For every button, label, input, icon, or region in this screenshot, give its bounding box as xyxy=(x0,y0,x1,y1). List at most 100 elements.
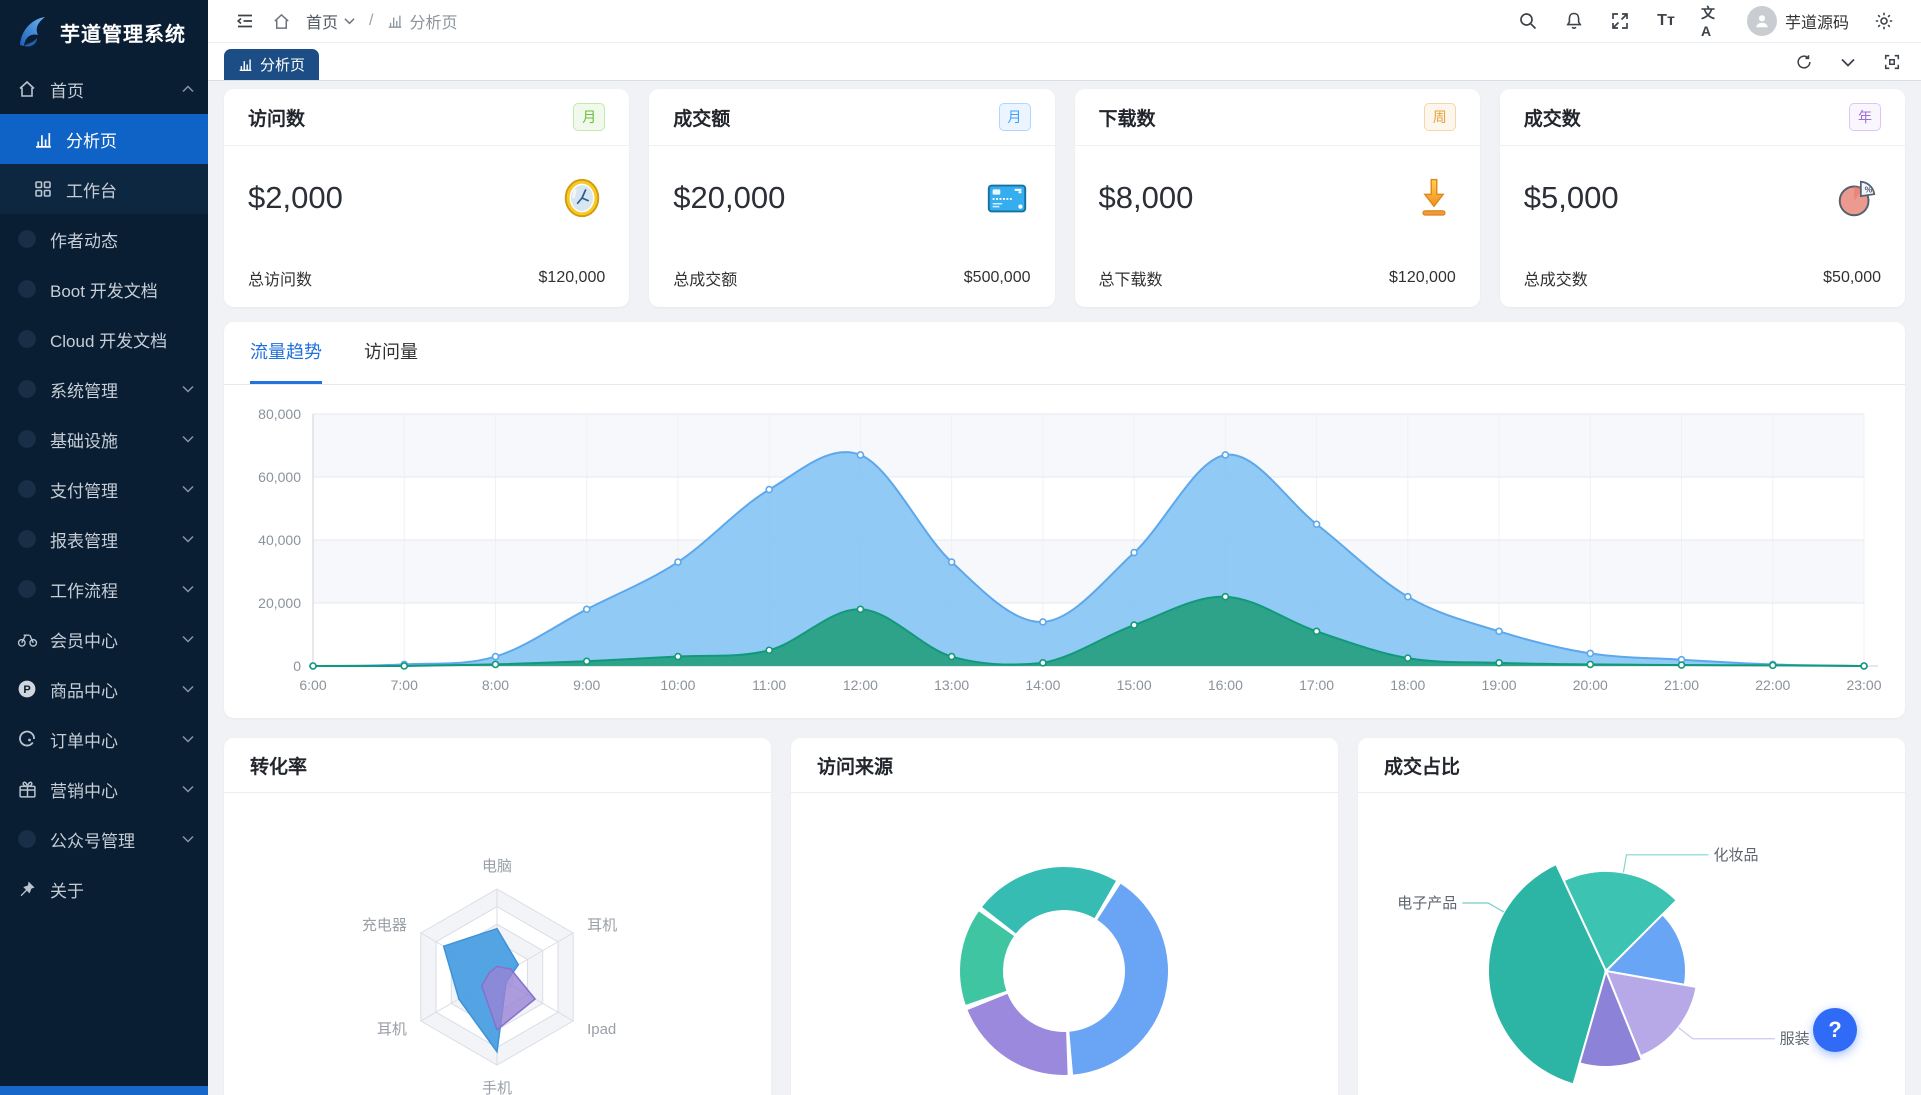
breadcrumb-home[interactable]: 首页 xyxy=(306,9,355,33)
chevron-down-icon xyxy=(182,585,194,593)
svg-text:19:00: 19:00 xyxy=(1482,677,1517,693)
svg-text:0: 0 xyxy=(293,658,301,674)
gear-icon[interactable] xyxy=(1873,10,1895,32)
dot-icon xyxy=(14,428,40,450)
tab-analysis[interactable]: 分析页 xyxy=(224,49,320,80)
sidebar-item-7[interactable]: 基础设施 xyxy=(0,414,208,464)
stat-title: 下载数 xyxy=(1098,108,1156,130)
home-icon[interactable] xyxy=(270,10,292,32)
svg-text:13:00: 13:00 xyxy=(934,677,969,693)
sidebar-item-12[interactable]: P 商品中心 xyxy=(0,664,208,714)
chevron-down-icon xyxy=(182,635,194,643)
bar-chart-icon xyxy=(239,59,252,72)
search-icon[interactable] xyxy=(1517,10,1539,32)
dot-icon xyxy=(14,478,40,500)
conversion-panel: 转化率 电脑 耳机 Ipad 手机 耳机 充电器 xyxy=(224,738,771,1095)
chevron-down-icon xyxy=(182,685,194,693)
traffic-trend-card: 流量趋势 访问量 0 20,000 40,000 60,000 80,000 6:00 7:… xyxy=(224,322,1905,718)
period-badge: 年 xyxy=(1849,103,1881,131)
app-logo[interactable]: 芋道管理系统 xyxy=(0,0,208,64)
svg-text:服装: 服装 xyxy=(1780,1031,1810,1048)
dot-icon xyxy=(14,278,40,300)
svg-text:40,000: 40,000 xyxy=(258,532,301,548)
sidebar-item-label: 关于 xyxy=(50,881,84,901)
tabs-bar: 分析页 xyxy=(208,43,1921,81)
sidebar-item-0[interactable]: 首页 xyxy=(0,64,208,114)
sidebar-item-9[interactable]: 报表管理 xyxy=(0,514,208,564)
chevron-down-icon xyxy=(344,18,355,25)
stat-value: $20,000 xyxy=(673,179,786,215)
help-button[interactable]: ? xyxy=(1813,1008,1857,1052)
sidebar-item-14[interactable]: 营销中心 xyxy=(0,764,208,814)
user-name: 芋道源码 xyxy=(1784,15,1849,32)
chevron-down-icon xyxy=(182,735,194,743)
sidebar-item-11[interactable]: 会员中心 xyxy=(0,614,208,664)
chevron-down-icon xyxy=(182,535,194,543)
sidebar-item-label: 订单中心 xyxy=(50,731,118,751)
sidebar-item-label: 支付管理 xyxy=(50,481,118,501)
sidebar-item-3[interactable]: 作者动态 xyxy=(0,214,208,264)
chevron-down-icon[interactable] xyxy=(1837,51,1859,73)
period-badge: 月 xyxy=(998,103,1031,131)
fullscreen-icon[interactable] xyxy=(1609,10,1631,32)
refresh-icon[interactable] xyxy=(1793,51,1815,73)
svg-text:23:00: 23:00 xyxy=(1846,677,1881,693)
svg-text:充电器: 充电器 xyxy=(362,917,407,934)
pie-slice-3 xyxy=(1604,969,1698,1058)
panel-title: 访问来源 xyxy=(817,756,894,778)
sidebar-collapse-strip[interactable] xyxy=(0,1086,208,1095)
stat-cards-row: 访问数 月 $2,000 xyxy=(224,89,1905,307)
radar-series-purple xyxy=(480,965,537,1032)
stat-footer-label: 总成交数 xyxy=(1523,272,1588,289)
main-area: 首页 / 分析页 xyxy=(208,0,1921,1095)
bell-icon[interactable] xyxy=(1563,10,1585,32)
svg-text:手机: 手机 xyxy=(482,1080,512,1095)
maximize-icon[interactable] xyxy=(1881,51,1903,73)
stat-footer-label: 总访问数 xyxy=(248,272,313,289)
translate-icon[interactable]: 文A xyxy=(1700,5,1715,39)
trend-area-green xyxy=(313,596,1864,666)
svg-text:17:00: 17:00 xyxy=(1299,677,1334,693)
sidebar-item-label: 系统管理 xyxy=(50,381,118,401)
pin-icon xyxy=(14,878,40,900)
sidebar-item-4[interactable]: Boot 开发文档 xyxy=(0,264,208,314)
sidebar-item-15[interactable]: 公众号管理 xyxy=(0,814,208,864)
stat-card-turnover: 成交额 月 $20,000 xyxy=(649,89,1055,307)
svg-text:电脑: 电脑 xyxy=(482,858,512,875)
donut-segment-1 xyxy=(1069,883,1168,1075)
sidebar-item-8[interactable]: 支付管理 xyxy=(0,464,208,514)
grid-icon xyxy=(30,178,56,200)
period-badge: 周 xyxy=(1423,103,1456,131)
sidebar-item-13[interactable]: 订单中心 xyxy=(0,714,208,764)
sidebar-item-label: Cloud 开发文档 xyxy=(50,331,168,351)
tab-visit-volume[interactable]: 访问量 xyxy=(364,342,418,362)
sidebar-item-5[interactable]: Cloud 开发文档 xyxy=(0,314,208,364)
svg-text:21:00: 21:00 xyxy=(1664,677,1699,693)
font-size-icon[interactable]: Tт xyxy=(1657,12,1675,29)
product-icon: P xyxy=(14,678,40,700)
menu-fold-icon[interactable] xyxy=(234,10,256,32)
sidebar-item-16[interactable]: 关于 xyxy=(0,864,208,914)
chevron-down-icon xyxy=(182,785,194,793)
tab-traffic-trend[interactable]: 流量趋势 xyxy=(250,338,322,384)
bank-card-icon xyxy=(983,175,1031,221)
page-content: 访问数 月 $2,000 xyxy=(208,80,1921,1095)
sidebar-item-1[interactable]: 分析页 xyxy=(0,114,208,164)
dot-icon xyxy=(14,228,40,250)
sidebar-item-label: 商品中心 xyxy=(50,681,118,701)
sidebar-item-10[interactable]: 工作流程 xyxy=(0,564,208,614)
svg-text:22:00: 22:00 xyxy=(1755,677,1790,693)
visit-source-donut-chart xyxy=(960,867,1168,1075)
stat-title: 成交数 xyxy=(1523,108,1581,130)
svg-text:6:00: 6:00 xyxy=(299,677,326,693)
sidebar-item-6[interactable]: 系统管理 xyxy=(0,364,208,414)
sidebar-item-2[interactable]: 工作台 xyxy=(0,164,208,214)
svg-text:耳机: 耳机 xyxy=(587,917,617,934)
svg-text:15:00: 15:00 xyxy=(1117,677,1152,693)
pie-slice-0 xyxy=(1487,862,1608,1086)
panel-title: 转化率 xyxy=(250,756,308,778)
chevron-down-icon xyxy=(182,485,194,493)
user-menu[interactable]: 芋道源码 xyxy=(1746,6,1849,36)
